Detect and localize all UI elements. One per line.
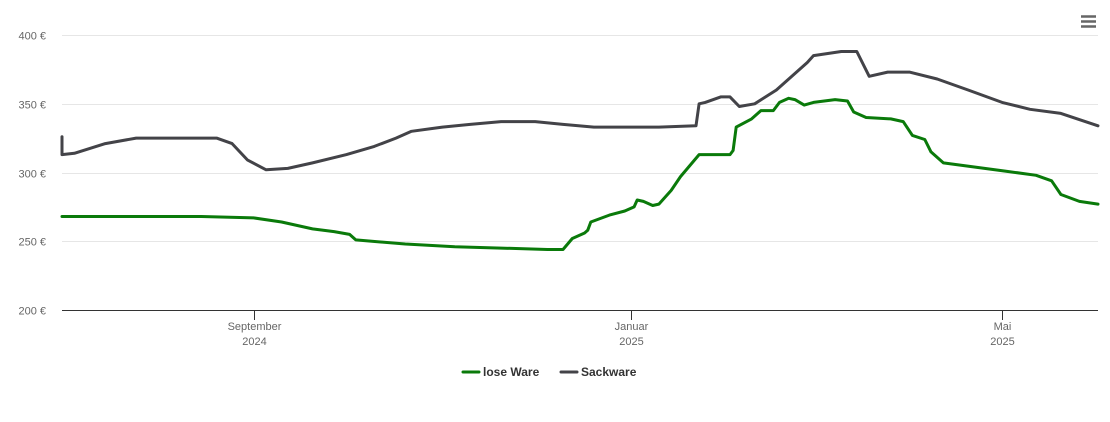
x-tick-label: Mai bbox=[994, 321, 1012, 333]
legend-item-sackware[interactable]: Sackware bbox=[559, 365, 637, 379]
series-line-lose-ware bbox=[60, 96, 1100, 251]
hamburger-menu-icon[interactable] bbox=[1076, 11, 1100, 33]
x-tick-label: 2024 bbox=[242, 336, 266, 348]
y-axis: 200 € 250 € 300 € 350 € 400 € bbox=[18, 31, 46, 318]
legend-label: Sackware bbox=[581, 365, 637, 379]
x-tick-label: September bbox=[228, 321, 282, 333]
legend-label: lose Ware bbox=[483, 365, 540, 379]
y-tick-label: 400 € bbox=[18, 31, 46, 43]
x-tick-label: Januar bbox=[615, 321, 649, 333]
legend: lose Ware Sackware bbox=[461, 365, 637, 379]
y-tick-label: 250 € bbox=[18, 237, 46, 249]
series bbox=[60, 50, 1100, 251]
x-axis: September 2024 Januar 2025 Mai 2025 bbox=[228, 310, 1015, 348]
x-tick-label: 2025 bbox=[990, 336, 1014, 348]
y-tick-label: 200 € bbox=[18, 306, 46, 318]
y-tick-label: 300 € bbox=[18, 169, 46, 181]
grid bbox=[62, 35, 1098, 242]
x-tick-label: 2025 bbox=[619, 336, 643, 348]
y-tick-label: 350 € bbox=[18, 100, 46, 112]
series-line-sackware bbox=[60, 50, 1100, 172]
legend-item-lose-ware[interactable]: lose Ware bbox=[461, 365, 540, 379]
